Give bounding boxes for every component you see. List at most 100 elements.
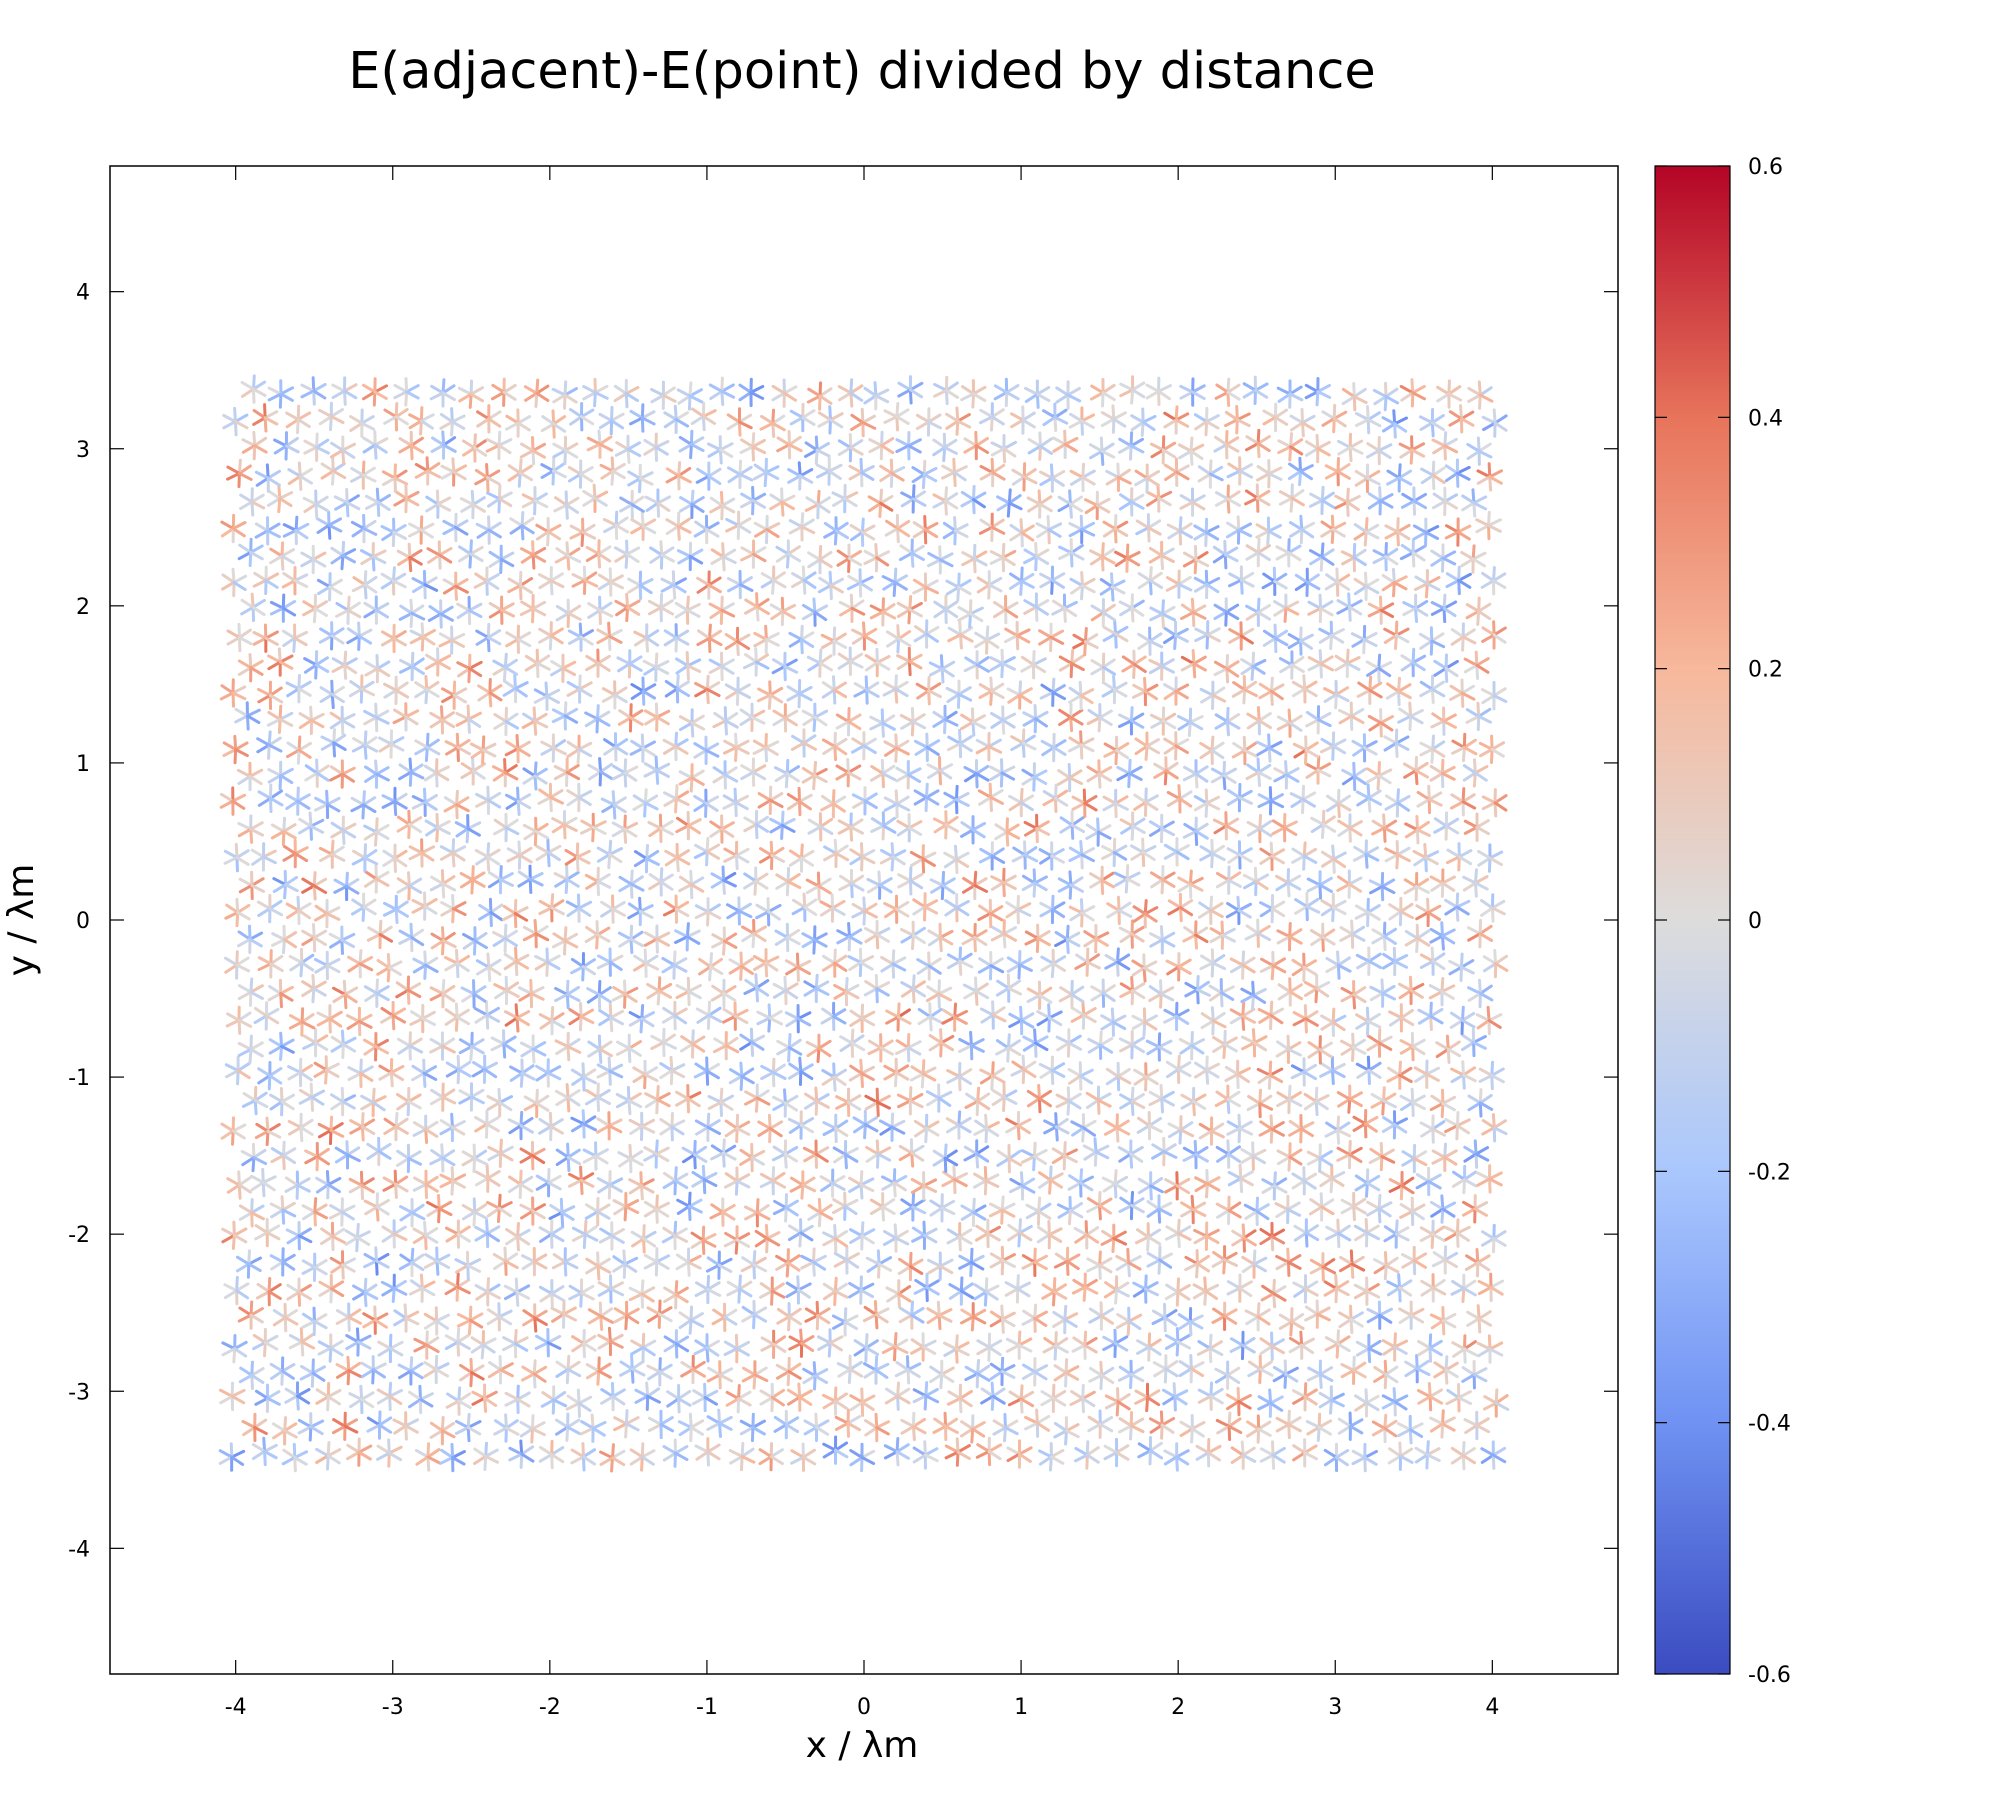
field-vector (801, 1455, 817, 1466)
field-vector (752, 1263, 768, 1273)
field-vector (1134, 1235, 1150, 1245)
field-vector (607, 1183, 612, 1200)
lattice-node (1292, 1438, 1318, 1468)
field-vector (1394, 1219, 1399, 1236)
field-vector (769, 1448, 784, 1459)
field-vector (571, 1226, 587, 1236)
field-vector (971, 1210, 987, 1221)
field-vector (1053, 1371, 1068, 1382)
field-vector (1363, 1456, 1378, 1466)
field-vector (709, 1210, 725, 1220)
field-vector (1462, 1279, 1477, 1290)
field-vector (640, 1279, 645, 1296)
field-vector (912, 1446, 927, 1457)
field-vector (398, 1369, 413, 1380)
lattice-node (677, 1412, 705, 1443)
field-vector (498, 1355, 503, 1372)
field-vector (579, 1284, 595, 1295)
field-vector (1018, 1218, 1023, 1235)
field-vector (843, 1320, 859, 1331)
field-vector (1400, 1253, 1416, 1263)
field-vector (735, 1347, 750, 1357)
field-vector (1223, 1251, 1238, 1262)
field-vector (1225, 1393, 1241, 1404)
field-vector (723, 1340, 739, 1351)
field-vector (1048, 1455, 1053, 1472)
field-vector (456, 1327, 461, 1344)
field-vector (969, 1260, 985, 1271)
field-vector (925, 1279, 940, 1289)
field-vector (752, 1256, 767, 1267)
lattice-node (1146, 1245, 1173, 1275)
field-vector (1328, 1398, 1333, 1415)
field-vector (288, 1333, 304, 1344)
field-vector (301, 1265, 317, 1275)
lattice-node (521, 1359, 548, 1389)
field-vector (1203, 1276, 1208, 1293)
field-vector (1381, 1400, 1397, 1410)
field-vector (329, 1280, 345, 1291)
field-vector (252, 1341, 267, 1351)
lattice-node (1461, 1360, 1488, 1390)
field-vector (1321, 1265, 1337, 1275)
lattice-node (252, 1327, 279, 1358)
field-vector (1420, 1286, 1435, 1297)
field-vector (911, 1192, 916, 1209)
field-vector (1256, 1315, 1271, 1326)
field-vector (755, 1198, 760, 1215)
field-vector (874, 1307, 890, 1317)
field-vector (1457, 1390, 1472, 1400)
field-vector (1455, 1231, 1470, 1242)
lattice-node (912, 1440, 939, 1470)
lattice-node (1288, 1330, 1315, 1360)
field-vector (266, 1396, 281, 1406)
field-vector (1071, 1285, 1087, 1295)
lattice-node (1134, 1222, 1162, 1252)
field-vector (301, 1204, 317, 1214)
field-vector (486, 1290, 501, 1300)
field-vector (251, 1449, 267, 1461)
field-vector (1033, 1260, 1048, 1271)
field-vector (673, 1451, 689, 1462)
field-vector (374, 1259, 390, 1269)
field-vector (833, 1392, 848, 1403)
lattice-node (281, 1442, 309, 1473)
field-vector (371, 1368, 375, 1385)
field-vector (444, 1340, 460, 1351)
field-vector (1119, 1196, 1134, 1208)
field-vector (555, 1360, 570, 1371)
field-vector (444, 1285, 460, 1296)
field-vector (987, 1449, 1002, 1461)
field-vector (221, 1227, 236, 1237)
field-vector (628, 1286, 644, 1296)
field-vector (539, 1445, 554, 1457)
field-vector (1404, 1367, 1419, 1378)
field-vector (1242, 1236, 1257, 1247)
field-vector (655, 1260, 670, 1270)
field-vector (324, 1068, 328, 1085)
field-vector (1462, 1340, 1477, 1351)
field-vector (1064, 1371, 1080, 1381)
field-vector (776, 1307, 791, 1319)
field-vector (1377, 1201, 1393, 1211)
field-vector (1001, 1259, 1016, 1268)
field-vector (923, 1447, 939, 1457)
field-vector (1051, 1396, 1067, 1407)
field-vector (366, 1423, 382, 1433)
field-vector (484, 1454, 500, 1464)
field-vector (1188, 1320, 1204, 1330)
field-vector (283, 1429, 298, 1439)
field-vector (734, 1179, 739, 1196)
field-vector (751, 1419, 766, 1429)
field-vector (1188, 1320, 1193, 1337)
field-vector (313, 1203, 328, 1214)
field-vector (1017, 1231, 1022, 1248)
lattice-node (1006, 1439, 1033, 1469)
field-vector (419, 1397, 434, 1408)
field-vector (894, 1229, 909, 1240)
field-vector (560, 1205, 576, 1215)
field-vector (923, 1453, 939, 1463)
field-vector (1365, 1283, 1380, 1293)
field-vector (1325, 1231, 1340, 1241)
lattice-node (1396, 1414, 1424, 1445)
